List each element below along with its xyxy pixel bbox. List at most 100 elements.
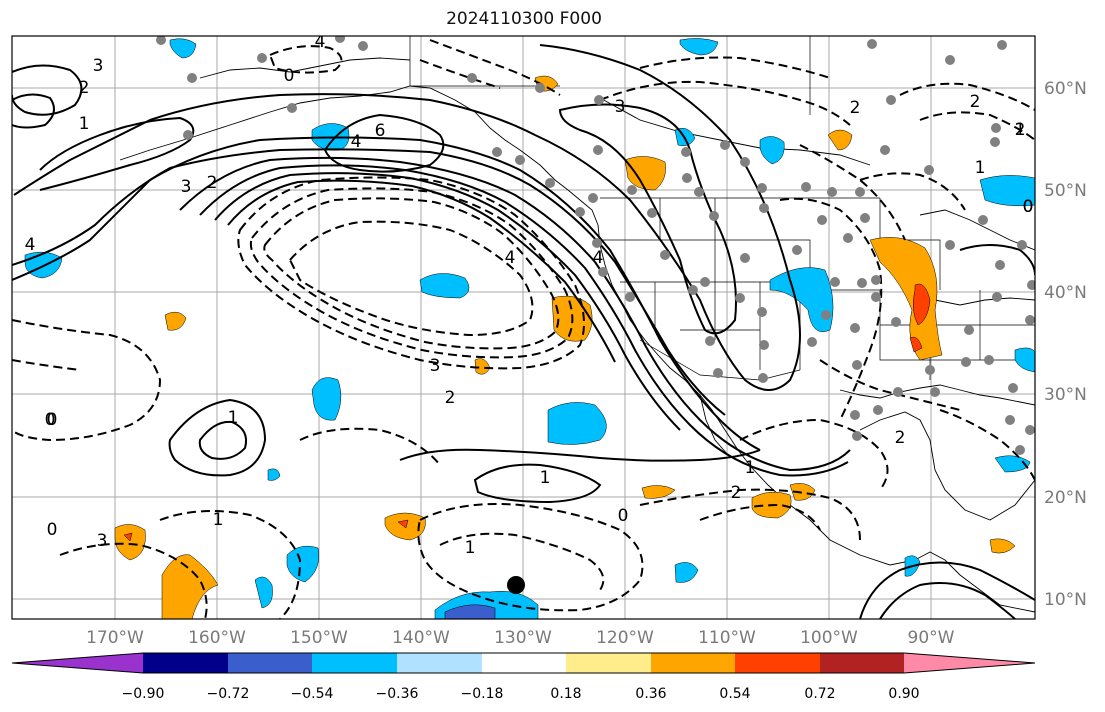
contour-label: 2 [850,98,861,118]
lat-label: 30°N [1044,385,1087,405]
positive-region [624,156,666,191]
contour-label: 3 [430,356,441,376]
contour-label: 0 [1023,197,1034,217]
contour-label: 4 [593,248,604,268]
colorbar-tick-label: −0.18 [461,686,504,702]
colorbar-tick-label: −0.54 [291,686,334,702]
positive-region-strong [909,336,923,353]
contour-label: 2 [895,428,906,448]
negative-region [769,267,834,332]
colorbar [11,652,1036,674]
contour-label: 2 [207,173,218,193]
colorbar-tick-label: 0.72 [804,686,835,702]
colorbar-segment [651,653,735,673]
negative-region [254,576,273,609]
negative-region [759,136,785,165]
longitude-labels: 170°W 160°W 150°W 140°W 130°W 120°W 110°… [86,628,955,648]
contour-label: 0 [1023,197,1034,217]
contour-label: 0 [618,506,629,526]
colorbar-tick-label: −0.72 [207,686,250,702]
contour-label: 1 [79,114,90,134]
contour-label: 1 [540,468,551,488]
contour-label: 1 [745,458,756,478]
contour-label: 2 [79,78,90,98]
contour-label: 0 [284,66,295,86]
negative-region [979,175,1035,207]
positive-region-strong [123,532,133,542]
negative-region [286,545,319,583]
negative-region [267,468,281,481]
contour-label: 1 [975,158,986,178]
contour-label: 1 [1015,120,1026,140]
negative-region [674,562,699,583]
lon-label: 140°W [392,628,450,648]
contour-label: 3 [181,177,192,197]
negative-region [169,38,197,59]
contour-label: 0 [47,410,58,430]
contour-label: 0 [45,410,56,430]
lat-label: 50°N [1044,181,1087,201]
colorbar-extend-max [904,653,1035,673]
contour-label: 1 [228,408,239,428]
contour-label: 4 [25,235,36,255]
colorbar-segment [143,653,228,673]
map-title: 2024110300 F000 [446,9,602,29]
contour-label: 1 [213,510,224,530]
negative-region [1014,347,1035,373]
colorbar-segment [735,653,820,673]
colorbar-tick-label: 0.18 [550,686,581,702]
storm-marker [507,576,525,594]
contour-label: 1 [465,538,476,558]
colorbar-tick-label: 0.90 [888,686,919,702]
colorbar-tick-label: −0.36 [376,686,419,702]
lat-label: 20°N [1044,488,1087,508]
contour-label: 4 [505,248,516,268]
colorbar-tick-label: 0.54 [719,686,750,702]
contour-label: 2 [445,388,456,408]
contour-label: 3 [97,531,108,551]
positive-region [161,554,219,619]
lon-label: 90°W [908,628,955,648]
contours-negative [12,39,1035,619]
lon-label: 160°W [188,628,246,648]
negative-region [679,38,719,56]
negative-region [419,273,470,299]
positive-region [164,311,187,331]
colorbar-extend-min [12,653,143,673]
lat-label: 40°N [1044,283,1087,303]
lon-label: 110°W [698,628,756,648]
contours-positive [12,44,1035,619]
negative-region [994,455,1031,473]
lon-label: 120°W [596,628,654,648]
colorbar-tick-label: −0.90 [122,686,165,702]
lon-label: 170°W [86,628,144,648]
lon-label: 150°W [290,628,348,648]
colorbar-segment [228,653,312,673]
colorbar-ticks: −0.90 −0.72 −0.54 −0.36 −0.18 0.18 0.36 … [122,686,920,702]
lat-label: 10°N [1044,590,1087,610]
latitude-labels: 60°N 50°N 40°N 30°N 20°N 10°N [1044,79,1087,610]
lon-label: 130°W [494,628,552,648]
shaded-regions [24,38,1035,619]
contour-label: 2 [970,92,981,112]
lon-label: 100°W [800,628,858,648]
positive-region-strong [912,283,931,326]
contour-label: 4 [351,132,362,152]
colorbar-segment [482,653,566,673]
positive-region [869,237,943,361]
colorbar-segment [566,653,651,673]
positive-region [789,483,816,501]
colorbar-outline [11,652,1036,674]
colorbar-tick-label: 0.36 [635,686,666,702]
colorbar-segment [397,653,482,673]
contour-label: 6 [375,121,386,141]
positive-region [989,538,1016,554]
negative-region [547,402,607,445]
lat-label: 60°N [1044,79,1087,99]
coastlines [119,57,1035,613]
positive-region [641,485,676,499]
colorbar-segment [312,653,397,673]
map-frame [11,35,1036,620]
